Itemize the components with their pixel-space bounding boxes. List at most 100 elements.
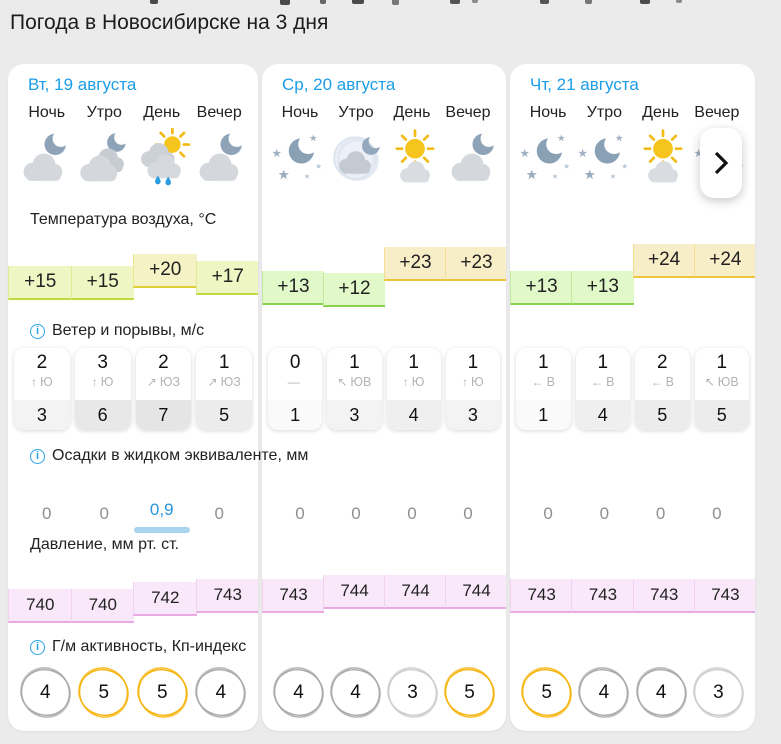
precipitation-amount: 0,9	[149, 500, 174, 519]
wind-direction-label: Ю	[471, 375, 484, 389]
temperature-value: +20	[149, 259, 182, 280]
wind-cell: 2 ← В 5	[635, 348, 690, 430]
section-title-geomagnetic: i Г/м активность, Кп-индекс	[30, 638, 246, 656]
temperature-value: +23	[460, 252, 493, 273]
wind-arrow-icon: ↑	[31, 375, 38, 389]
wind-speed: 1	[597, 352, 609, 373]
precipitation-amount: 0	[655, 504, 666, 523]
precipitation-amount: 0	[351, 504, 361, 523]
wind-speed: 1	[218, 352, 230, 373]
wind-gust-value: 5	[635, 400, 690, 430]
wind-direction-label: ЮВ	[717, 375, 739, 389]
wind-direction: ↖ ЮВ	[695, 375, 750, 389]
pressure-band: 743	[510, 579, 573, 613]
cloud-moon-icon	[444, 128, 502, 186]
precipitation-amount: 0	[407, 504, 417, 523]
wind-gust-value: 5	[196, 400, 252, 430]
pressure-band: 743	[195, 579, 258, 613]
wind-gust-value: 1	[268, 400, 323, 430]
precipitation-amount: 0	[543, 504, 553, 523]
period-label: Ночь	[28, 104, 66, 121]
info-icon[interactable]: i	[30, 639, 45, 655]
pressure-band: 740	[8, 589, 72, 623]
wind-cell: 1 ↑ Ю 3	[445, 348, 500, 430]
wind-speed: 2	[158, 352, 169, 373]
temperature-value: +15	[86, 271, 119, 292]
wind-arrow-icon: ↑	[91, 375, 98, 389]
temperature-band: +23	[445, 247, 506, 281]
kp-index-badge: 3	[690, 664, 747, 721]
wind-direction-label: ЮВ	[350, 375, 372, 389]
precipitation-value: 0	[272, 503, 328, 535]
pressure-value: 743	[213, 585, 242, 604]
wind-cell: 1 ← В 4	[575, 348, 631, 430]
wind-speed: 1	[349, 352, 360, 373]
info-icon[interactable]: i	[30, 448, 45, 464]
section-label: Температура воздуха, °C	[30, 211, 217, 228]
clouds-moon-icon	[75, 128, 133, 186]
wind-arrow-icon: ↑	[462, 375, 469, 389]
precipitation-value: 0	[384, 503, 440, 535]
precipitation-value: 0	[576, 503, 632, 535]
chevron-right-icon	[714, 151, 729, 175]
wind-cell: 2 ↗ ЮЗ 7	[135, 348, 192, 430]
wind-direction: ↗ ЮЗ	[136, 375, 192, 389]
wind-gust-value: 7	[135, 400, 192, 430]
day-title-link[interactable]: Чт, 21 августа	[530, 75, 639, 94]
weather-icons-row	[8, 126, 258, 186]
kp-index-badge: 4	[633, 664, 690, 721]
day-title-link[interactable]: Ср, 20 августа	[282, 75, 396, 94]
wind-cell: 1 ↗ ЮЗ 5	[196, 348, 252, 430]
wind-cell: 2 ↑ Ю 3	[14, 348, 70, 430]
kp-index-badge: 4	[192, 664, 249, 721]
precipitation-value: 0	[18, 503, 76, 535]
section-label: Осадки в жидком эквиваленте, мм	[52, 447, 309, 464]
temperature-band: +15	[8, 266, 72, 300]
wind-cells-row: 1 ← В 1 1 ← В 4 2 ← В 5 1 ↖ ЮВ 5	[510, 348, 755, 430]
kp-index-row: 5 4 4 3	[510, 664, 755, 721]
wind-speed: 3	[97, 352, 108, 373]
kp-scribble-circle-icon	[20, 667, 71, 718]
period-label: Вечер	[196, 104, 242, 121]
kp-index-value: 4	[215, 681, 227, 703]
temperature-band: +13	[571, 271, 634, 305]
kp-index-badge: 3	[384, 664, 441, 721]
wind-direction-label: ЮЗ	[220, 375, 241, 389]
temperature-band: +23	[384, 247, 446, 281]
wind-direction: ← В	[635, 375, 690, 389]
wind-cell: 1 ↖ ЮВ 3	[327, 348, 382, 430]
temperature-band: +13	[262, 271, 324, 305]
wind-speed: 1	[716, 352, 728, 373]
kp-index-value: 5	[541, 681, 552, 703]
precipitation-value: 0,9	[133, 500, 191, 535]
cloud-moon-icon	[192, 128, 250, 186]
wind-gust-value: 3	[327, 400, 382, 430]
kp-scribble-circle-icon	[444, 667, 495, 718]
moon-stars-icon	[270, 128, 328, 186]
weather-icons-row	[262, 126, 506, 186]
wind-gust-value: 1	[516, 400, 571, 430]
precipitation-value: 0	[191, 503, 249, 535]
temperature-value: +23	[399, 252, 432, 273]
pressure-band: 744	[384, 575, 446, 609]
period-label: Ночь	[529, 104, 567, 121]
period-label: Ночь	[281, 104, 319, 121]
info-icon[interactable]: i	[30, 323, 45, 339]
kp-index-value: 5	[156, 681, 168, 703]
wind-cell: 1 ↑ Ю 4	[386, 348, 441, 430]
temperature-band: +13	[510, 271, 573, 305]
wind-gust-value: 3	[445, 400, 500, 430]
wind-direction: ← В	[576, 375, 631, 389]
pressure-band: 742	[133, 582, 197, 616]
wind-direction-label: ЮЗ	[159, 375, 180, 389]
precipitation-amount: 0	[712, 504, 722, 523]
kp-index-value: 5	[98, 681, 110, 703]
sun-cloud-icon	[386, 128, 444, 186]
wind-speed: 0	[289, 352, 301, 373]
wind-cells-row: 0—1 1 ↖ ЮВ 3 1 ↑ Ю 4 1 ↑ Ю 3	[262, 348, 506, 430]
period-label: День	[143, 104, 181, 121]
wind-direction: ↑ Ю	[14, 375, 70, 389]
kp-scribble-circle-icon	[635, 667, 687, 718]
next-days-button[interactable]	[700, 128, 742, 198]
day-title-link[interactable]: Вт, 19 августа	[28, 75, 137, 94]
